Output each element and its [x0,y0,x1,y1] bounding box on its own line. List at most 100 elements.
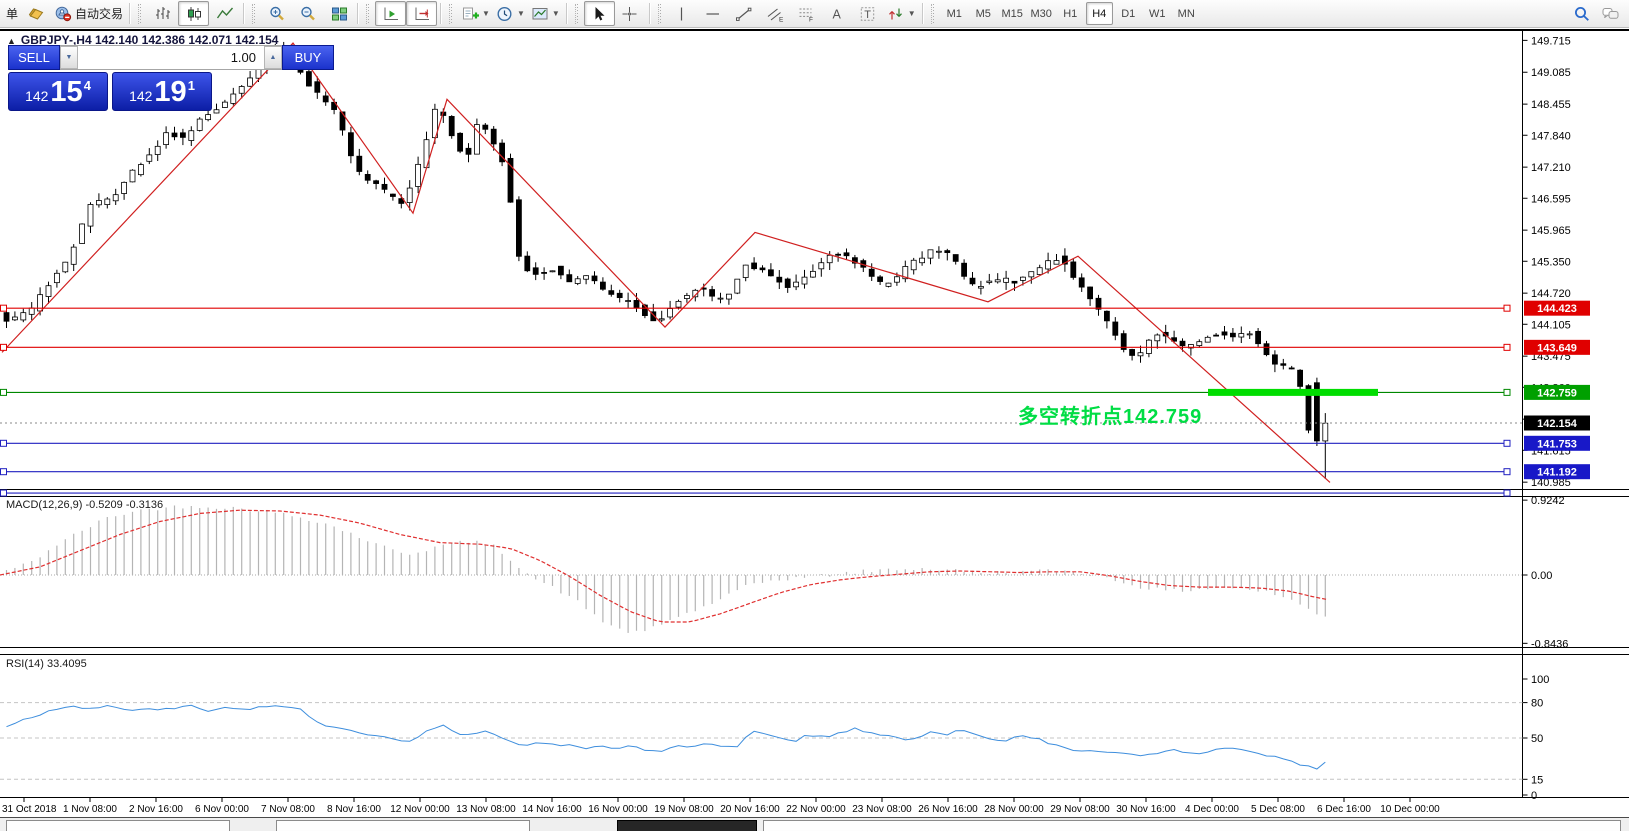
line-chart-button[interactable] [209,1,240,26]
toolbar-grip[interactable] [930,3,936,24]
price-axis-label: 140.985 [1531,477,1571,489]
volume-decrease-button[interactable]: ▼ [60,46,78,69]
svg-text:T: T [865,9,872,21]
sell-price-main: 15 [50,76,83,108]
dock-panel[interactable] [763,820,1621,831]
timeframe-button-mn[interactable]: MN [1177,7,1195,20]
date-axis-label: 19 Nov 08:00 [654,804,714,815]
toolbar-grip[interactable] [252,3,258,24]
toolbar-grip[interactable] [138,3,144,24]
buy-price-button[interactable]: 142 19 1 [112,72,212,111]
horizontal-level-line[interactable] [0,468,1511,476]
toolbar-grip[interactable] [657,3,663,24]
macd-signal-line [0,509,1329,623]
chevron-down-icon[interactable]: ▼ [482,9,490,18]
horizontal-level-line[interactable] [0,304,1511,312]
horizontal-level-line[interactable] [0,343,1511,351]
indicators-button[interactable]: ▼ [458,1,493,26]
timeframe-button-h4[interactable]: H4 [1085,2,1113,25]
date-axis-label: 6 Nov 00:00 [195,804,249,815]
toolbar-separator [921,3,924,24]
fibonacci-button[interactable]: F [791,1,822,26]
toolbar-grip[interactable] [574,3,580,24]
zoom-in-button[interactable] [261,1,292,26]
date-axis-label: 26 Nov 16:00 [918,804,978,815]
chat-icon[interactable] [1601,6,1619,22]
sell-price-button[interactable]: 142 15 4 [8,72,108,111]
bar-chart-button[interactable] [147,1,178,26]
timeframe-button-m1[interactable]: M1 [946,7,962,20]
timeframe-button-d1[interactable]: D1 [1121,7,1136,20]
timeframe-button-m30[interactable]: M30 [1030,7,1052,20]
chevron-down-icon[interactable]: ▼ [551,9,560,18]
tile-windows-button[interactable] [323,1,354,26]
date-axis-label: 4 Dec 00:00 [1185,804,1239,815]
zoom-out-button[interactable] [292,1,323,26]
timeframe-button-h1[interactable]: H1 [1063,7,1078,20]
zoom-out-icon [299,6,317,22]
periods-button[interactable]: ▼ [493,1,528,26]
buy-price-sup: 1 [187,78,195,93]
price-axis-label: 145.350 [1531,256,1571,268]
zigzag-trendline[interactable] [1,42,1331,483]
label-button[interactable]: T [853,1,884,26]
toolbar-separator [243,3,246,24]
collapse-icon[interactable]: ▲ [7,36,16,46]
horizontal-level-line[interactable] [0,439,1511,447]
rsi-line [6,704,1326,770]
channel-button[interactable]: E [760,1,791,26]
autotrading-button[interactable]: 自动交易 [51,1,126,26]
crosshair-button[interactable] [615,1,646,26]
chart-shift-button[interactable] [406,1,438,26]
auto-scroll-button[interactable] [375,1,407,26]
sell-price-sup: 4 [83,78,91,93]
rsi-axis-label: 0 [1531,790,1537,802]
volume-increase-button[interactable]: ▲ [264,46,282,69]
arrows-button[interactable]: ▼ [884,1,919,26]
trendline-button[interactable] [729,1,760,26]
new-order-button[interactable] [20,1,51,26]
toolbar-grip[interactable] [366,3,372,24]
toolbar-separator [648,3,651,24]
date-axis-label: 22 Nov 00:00 [786,804,846,815]
price-tag[interactable]: 144.423 [1524,300,1590,316]
price-tag[interactable]: 141.753 [1524,435,1590,451]
timeframe-button-m15[interactable]: M15 [1001,7,1023,20]
symbol-ohlc-text: GBPJPY-,H4 142.140 142.386 142.071 142.1… [20,33,279,47]
rsi-axis-label: 80 [1531,698,1543,710]
timeframe-button-w1[interactable]: W1 [1148,7,1166,20]
date-axis-label: 2 Nov 16:00 [129,804,183,815]
buy-button[interactable]: BUY [282,45,334,70]
date-axis-label: 29 Nov 08:00 [1050,804,1110,815]
timeframe-button-m5[interactable]: M5 [975,7,991,20]
price-tag[interactable]: 142.759 [1524,384,1590,400]
horizontal-line-button[interactable] [698,1,729,26]
date-axis-label: 13 Nov 08:00 [456,804,516,815]
text-button[interactable]: A [822,1,853,26]
sell-button[interactable]: SELL [8,45,60,70]
price-tag[interactable]: 141.192 [1524,464,1590,480]
candle-chart-button[interactable] [178,1,210,26]
dock-panel[interactable] [276,820,530,831]
vertical-line-button[interactable] [667,1,698,26]
tile-icon [330,6,348,22]
templates-button[interactable]: ▼ [528,1,563,26]
volume-input[interactable] [78,46,264,69]
chevron-down-icon[interactable]: ▼ [907,9,916,18]
search-icon[interactable] [1573,6,1591,22]
cursor-button[interactable] [583,1,615,26]
dock-panel-active[interactable] [617,820,757,831]
dock-panel[interactable] [6,820,230,831]
date-axis-label: 16 Nov 00:00 [588,804,648,815]
sell-price-prefix: 142 [25,88,49,104]
horizontal-level-line[interactable] [0,489,1511,497]
autotrade-icon [54,6,72,22]
horizontal-level-line[interactable] [0,388,1511,396]
toolbar-grip[interactable] [449,3,455,24]
chevron-down-icon[interactable]: ▼ [516,9,525,18]
price-tag[interactable]: 142.154 [1524,415,1590,431]
toolbar-separator [565,3,568,24]
macd-indicator-label: MACD(12,26,9) -0.5209 -0.3136 [6,499,164,511]
price-tag[interactable]: 143.649 [1524,339,1590,355]
